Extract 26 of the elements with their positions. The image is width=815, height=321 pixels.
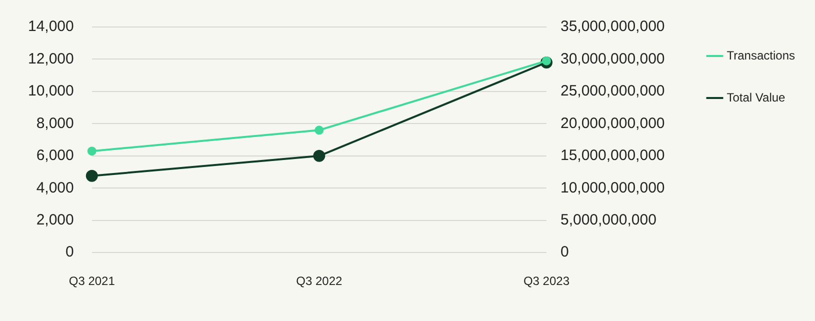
y-tick-label: 6,000 bbox=[36, 147, 74, 164]
y-tick-label: 4,000 bbox=[36, 179, 74, 196]
y2-tick-label: 15,000,000,000 bbox=[560, 147, 665, 164]
y-tick-label: 0 bbox=[66, 244, 74, 261]
y2-tick-label: 35,000,000,000 bbox=[560, 18, 665, 36]
y2-tick-label: 0 bbox=[560, 244, 569, 261]
y2-tick-label: 5,000,000,000 bbox=[560, 212, 656, 229]
legend-label: Total Value bbox=[726, 90, 786, 104]
y2-tick-label: 10,000,000,000 bbox=[560, 179, 665, 196]
y-tick-label: 2,000 bbox=[36, 212, 74, 229]
legend-label: Transactions bbox=[726, 48, 795, 62]
y-tick-label: 10,000 bbox=[28, 82, 74, 100]
point bbox=[314, 126, 324, 135]
y-tick-label: 8,000 bbox=[36, 114, 74, 132]
y2-tick-label: 20,000,000,000 bbox=[560, 114, 665, 132]
point bbox=[313, 150, 326, 162]
x-tick-label: Q3 2023 bbox=[523, 274, 570, 288]
x-tick-label: Q3 2021 bbox=[68, 274, 116, 288]
point bbox=[542, 56, 551, 66]
y-tick-label: 12,000 bbox=[28, 50, 74, 68]
y2-tick-label: 25,000,000,000 bbox=[560, 82, 665, 100]
y-tick-label: 14,000 bbox=[28, 18, 74, 36]
point bbox=[87, 146, 96, 156]
y2-tick-label: 30,000,000,000 bbox=[560, 50, 665, 68]
point bbox=[86, 170, 98, 182]
x-tick-label: Q3 2022 bbox=[296, 274, 343, 288]
